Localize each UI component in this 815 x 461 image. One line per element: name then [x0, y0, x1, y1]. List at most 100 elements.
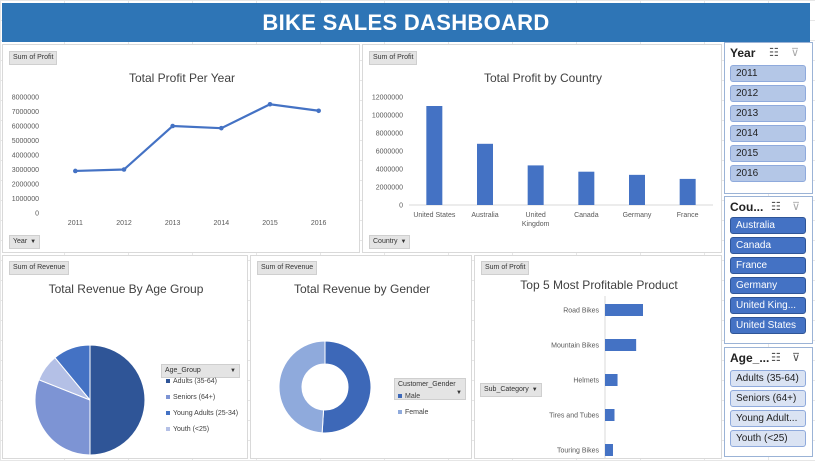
bar [605, 409, 615, 421]
donut-slice [321, 340, 372, 434]
data-point [219, 125, 224, 131]
slicer-item[interactable]: 2013 [730, 105, 806, 122]
top-products-bar-chart: Road Bikes Mountain Bikes Helmets Tires and… [549, 296, 643, 458]
bar [605, 304, 643, 316]
x-tick-label: 2014 [214, 220, 230, 227]
legend-item: Seniors (64+) [166, 394, 215, 401]
y-tick-label: 8000000 [12, 95, 39, 102]
clear-filter-icon[interactable]: ⊽ [792, 201, 801, 213]
legend-swatch [166, 411, 170, 416]
chart-title: Total Profit Per Year [128, 71, 236, 85]
dropdown-arrow-icon: ▼ [400, 239, 407, 245]
legend-label: Adults (35-64) [173, 378, 217, 385]
sub-category-filter-dropdown[interactable]: Sub_Category ▼ [480, 383, 542, 397]
bar [605, 374, 618, 386]
slicer-item[interactable]: 2015 [730, 145, 806, 162]
slicer-item[interactable]: Australia [730, 217, 806, 234]
slicer-item[interactable]: Young Adult... [730, 410, 806, 427]
bar [605, 339, 637, 351]
y-tick-label: 0 [35, 211, 39, 218]
clear-filter-icon[interactable]: ⊽ [791, 47, 800, 59]
slicer-title: Age_... [730, 351, 770, 365]
slicer-item[interactable]: Germany [730, 277, 806, 294]
pie-slice [54, 344, 91, 402]
x-tick-label: United [526, 212, 546, 219]
age-group-legend-dropdown[interactable]: Age_Group ▼ [161, 364, 240, 378]
multi-select-icon[interactable]: ☷ [769, 47, 779, 59]
y-tick-label: 4000000 [12, 153, 39, 160]
y-tick-label: 5000000 [12, 138, 39, 145]
dropdown-arrow-icon: ▼ [30, 239, 37, 245]
data-point [316, 108, 321, 114]
age-group-slicer: Age_... ☷ ⊽ Adults (35-64) Seniors (64+) Y… [724, 347, 813, 457]
chart-title: Total Revenue By Age Group [48, 282, 204, 296]
y-tick-label: 3000000 [12, 167, 39, 174]
x-tick-label: 2011 [68, 220, 83, 227]
multi-select-icon[interactable]: ☷ [771, 352, 781, 364]
field-pill-sum-of-revenue[interactable]: Sum of Revenue [257, 261, 318, 275]
slicer-title: Year [730, 46, 756, 60]
revenue-by-age-pie-chart [34, 344, 146, 456]
category-label: Road Bikes [563, 308, 599, 315]
country-filter-dropdown[interactable]: Country ▼ [369, 235, 411, 249]
x-tick-label: United States [413, 212, 456, 219]
category-label: Touring Bikes [557, 448, 600, 455]
chart-title: Total Profit by Country [483, 71, 603, 85]
legend-label: Youth (<25) [173, 426, 210, 433]
slicer-item[interactable]: Adults (35-64) [730, 370, 806, 387]
data-point [121, 167, 127, 172]
slicer-item[interactable]: 2011 [730, 65, 806, 82]
bar [426, 106, 443, 205]
multi-select-icon[interactable]: ☷ [771, 201, 781, 213]
legend-label: Young Adults (25-34) [173, 410, 239, 417]
slicer-title: Cou... [730, 200, 764, 214]
bar [629, 174, 645, 205]
y-tick-label: 8000000 [376, 131, 403, 138]
y-tick-label: 7000000 [12, 109, 39, 116]
pie-slice [89, 344, 146, 456]
slicer-item[interactable]: France [730, 257, 806, 274]
y-tick-label: 4000000 [376, 167, 403, 174]
slicer-item[interactable]: Canada [730, 237, 806, 254]
revenue-by-age-panel: Sum of Revenue Total Revenue By Age Grou… [2, 255, 248, 459]
slicer-item[interactable]: 2014 [730, 125, 806, 142]
field-pill-sum-of-profit[interactable]: Sum of Profit [369, 51, 418, 65]
field-pill-sum-of-revenue[interactable]: Sum of Revenue [9, 261, 70, 275]
legend-swatch [166, 379, 170, 384]
profit-by-country-bar-chart: 0 2000000 4000000 6000000 8000000 10000000 120… [372, 95, 713, 228]
x-tick-label: Kingdom [522, 221, 550, 228]
profit-per-year-panel: Sum of Profit Total Profit Per Year 0 100… [2, 44, 360, 253]
donut-slice [278, 340, 326, 434]
y-tick-label: 1000000 [12, 196, 39, 203]
slicer-item[interactable]: 2012 [730, 85, 806, 102]
year-filter-dropdown[interactable]: Year ▼ [9, 235, 41, 249]
x-tick-label: Germany [623, 212, 652, 219]
x-tick-label: Canada [574, 212, 599, 219]
slicer-item[interactable]: Youth (<25) [730, 430, 806, 447]
x-tick-label: 2013 [165, 220, 181, 227]
y-tick-label: 6000000 [12, 124, 39, 131]
x-tick-label: Australia [471, 212, 498, 219]
legend-swatch [398, 410, 402, 415]
legend-swatch [166, 395, 170, 400]
dropdown-arrow-icon: ▼ [230, 368, 236, 374]
profit-by-country-panel: Sum of Profit Total Profit by Country 0 2… [362, 44, 722, 253]
field-pill-sum-of-profit[interactable]: Sum of Profit [9, 51, 58, 65]
legend-item: Youth (<25) [166, 426, 209, 433]
legend-swatch [166, 427, 170, 432]
slicer-item[interactable]: United King... [730, 297, 806, 314]
y-tick-label: 2000000 [376, 185, 403, 192]
legend-item: Adults (35-64) [166, 378, 217, 385]
field-pill-sum-of-profit[interactable]: Sum of Profit [481, 261, 530, 275]
y-tick-label: 0 [399, 203, 403, 210]
slicer-item[interactable]: 2016 [730, 165, 806, 182]
y-tick-label: 10000000 [372, 113, 403, 120]
x-tick-label: France [677, 212, 699, 219]
customer-gender-legend-dropdown[interactable]: Customer_Gender ▼ [394, 378, 466, 400]
slicer-item[interactable]: Seniors (64+) [730, 390, 806, 407]
clear-filter-icon[interactable]: ⊽ [792, 352, 801, 364]
legend-label: Male [405, 393, 421, 400]
slicer-item[interactable]: United States [730, 317, 806, 334]
chart-title: Total Revenue by Gender [293, 282, 431, 296]
country-slicer: Cou... ☷ ⊽ Australia Canada France Germany U… [724, 196, 813, 344]
